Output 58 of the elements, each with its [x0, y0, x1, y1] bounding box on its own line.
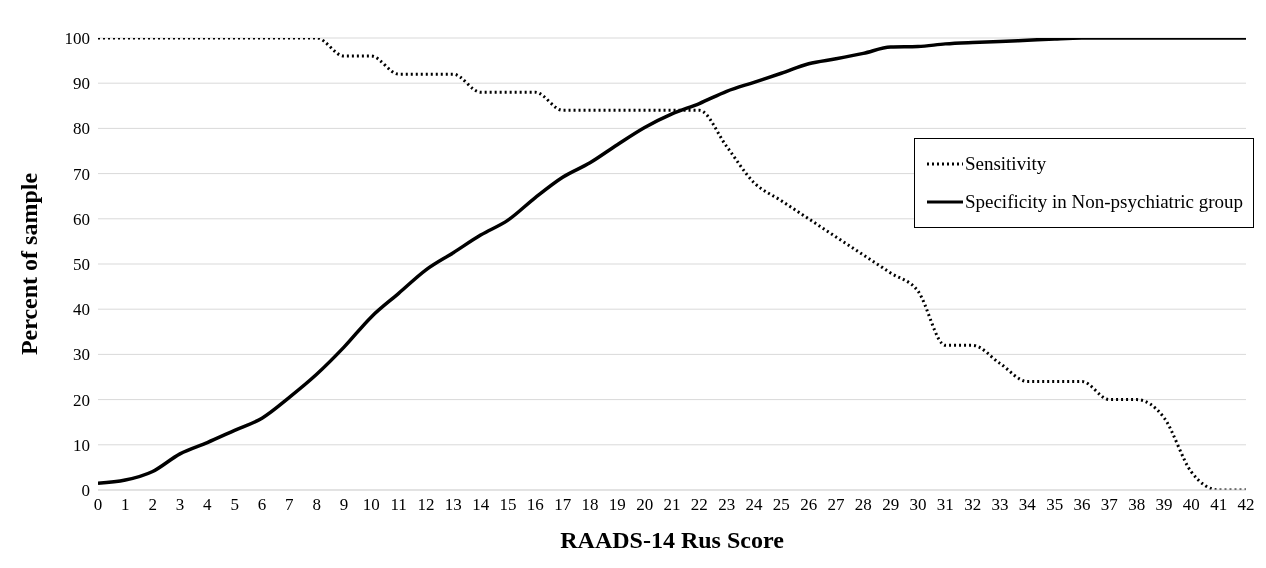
x-tick-label: 1 — [121, 495, 130, 515]
x-tick-label: 20 — [636, 495, 654, 515]
x-tick-label: 32 — [964, 495, 982, 515]
x-tick-label: 0 — [93, 495, 103, 515]
x-tick-label: 39 — [1155, 495, 1173, 515]
x-tick-label: 10 — [362, 495, 380, 515]
y-tick-label: 30 — [73, 345, 90, 365]
x-tick-label: 37 — [1100, 495, 1119, 515]
y-axis-title: Percent of sample — [15, 172, 42, 356]
x-tick-label: 41 — [1210, 495, 1228, 515]
x-tick-label: 30 — [909, 495, 927, 515]
x-tick-label: 5 — [230, 495, 239, 515]
x-tick-label: 8 — [312, 495, 321, 515]
y-tick-label: 10 — [73, 435, 90, 455]
x-tick-label: 3 — [175, 495, 185, 515]
x-tick-label: 17 — [554, 495, 572, 515]
y-tick-label: 100 — [64, 29, 90, 49]
legend-label: Sensitivity — [964, 153, 1047, 175]
x-tick-label: 33 — [991, 495, 1009, 515]
y-tick-label: 0 — [81, 481, 90, 501]
x-tick-label: 19 — [608, 495, 626, 515]
y-tick-label: 50 — [73, 255, 90, 275]
y-tick-label: 90 — [73, 74, 90, 94]
x-tick-label: 24 — [745, 495, 763, 515]
y-tick-label: 40 — [73, 300, 90, 320]
x-tick-label: 11 — [390, 495, 407, 515]
y-tick-label: 20 — [73, 390, 90, 410]
x-tick-label: 42 — [1237, 495, 1255, 515]
x-tick-label: 31 — [936, 495, 954, 515]
x-tick-label: 21 — [663, 495, 681, 515]
x-tick-label: 12 — [417, 495, 435, 515]
x-tick-label: 38 — [1128, 495, 1146, 515]
x-tick-label: 14 — [472, 495, 490, 515]
x-tick-label: 22 — [690, 495, 708, 515]
x-tick-label: 7 — [285, 495, 295, 515]
x-tick-label: 15 — [499, 495, 517, 515]
x-tick-label: 13 — [444, 495, 462, 515]
x-tick-label: 25 — [772, 495, 790, 515]
x-tick-label: 29 — [882, 495, 900, 515]
x-tick-label: 18 — [581, 495, 599, 515]
legend-label: Specificity in Non-psychiatric group — [964, 191, 1243, 213]
x-tick-label: 2 — [148, 495, 157, 515]
x-tick-label: 28 — [854, 495, 872, 515]
x-tick-label: 36 — [1073, 495, 1091, 515]
x-axis-title: RAADS-14 Rus Score — [560, 527, 785, 553]
x-tick-label: 16 — [526, 495, 544, 515]
y-tick-label: 70 — [73, 164, 90, 184]
x-tick-label: 9 — [339, 495, 349, 515]
x-tick-label: 4 — [203, 495, 213, 515]
x-tick-label: 40 — [1182, 495, 1200, 515]
x-tick-label: 35 — [1046, 495, 1064, 515]
y-tick-label: 80 — [73, 119, 90, 139]
y-tick-label: 60 — [73, 209, 90, 229]
x-tick-label: 23 — [718, 495, 736, 515]
x-tick-label: 26 — [800, 495, 818, 515]
x-tick-label: 27 — [827, 495, 845, 515]
x-tick-label: 34 — [1018, 495, 1037, 515]
x-tick-label: 6 — [257, 495, 267, 515]
